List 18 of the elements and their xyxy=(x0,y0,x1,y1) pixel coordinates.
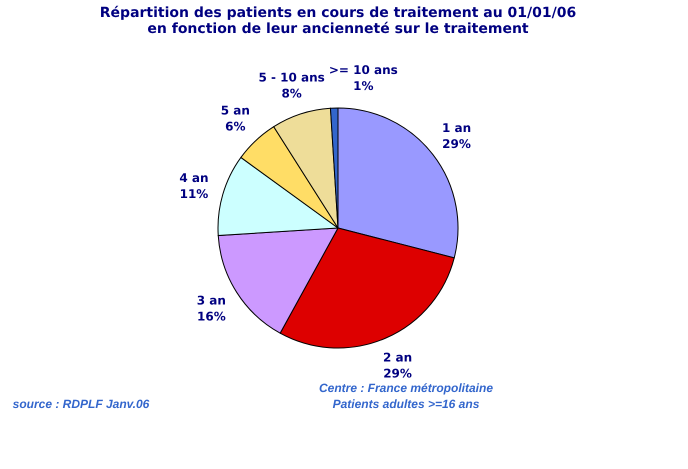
slice-label: >= 10 ans xyxy=(328,63,398,78)
data-label: 8% xyxy=(281,86,302,100)
slice-label: 4 an xyxy=(179,171,209,186)
data-label: 16% xyxy=(196,309,226,324)
slice-label: 5 an xyxy=(220,104,250,118)
chart-title: Répartition des patients en cours de traitement au 01/01/06 en fonction de leur ancienneté sur le traitement xyxy=(100,5,576,37)
slice-label: 5 - 10 ans xyxy=(258,70,325,84)
source-note: source : RDPLF Janv.06 xyxy=(12,397,150,411)
text: Centre : France métropolitaine xyxy=(318,381,494,395)
data-label: 29% xyxy=(442,137,471,152)
slice-label: 1 an xyxy=(442,121,472,136)
data-label: 11% xyxy=(180,187,208,202)
data-label: 1% xyxy=(353,79,374,94)
text: Patients adultes >=16 ans xyxy=(332,397,480,411)
slice-label: 3 an xyxy=(196,293,226,308)
slice-label: 2 an xyxy=(382,350,412,365)
data-label: 29% xyxy=(383,366,412,381)
data-label: 6% xyxy=(225,120,246,134)
